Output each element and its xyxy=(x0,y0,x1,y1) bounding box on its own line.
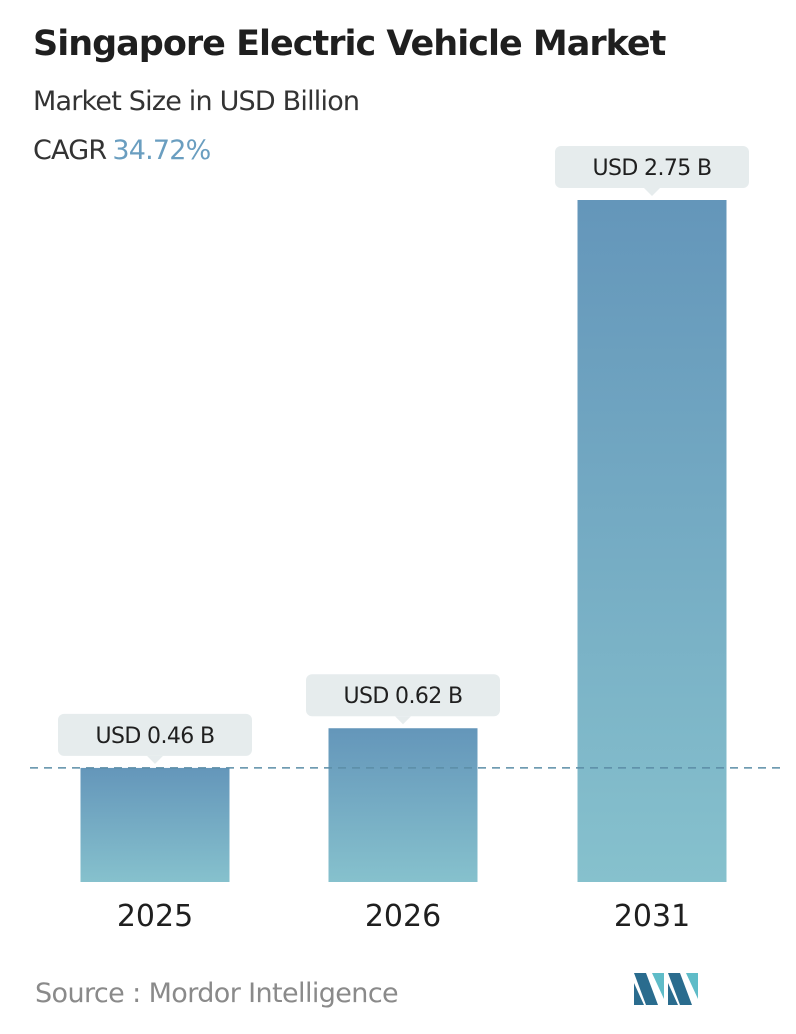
bars-group xyxy=(80,200,727,882)
bar-2025 xyxy=(80,767,230,882)
cagr-value: 34.72% xyxy=(112,135,211,166)
value-label-2025: USD 0.46 B xyxy=(58,713,252,764)
value-label-text: USD 2.75 B xyxy=(592,156,711,181)
source-text: Source : Mordor Intelligence xyxy=(35,978,399,1009)
value-labels-group: USD 0.46 B USD 0.62 B USD 2.75 B xyxy=(58,146,749,764)
bar-2031 xyxy=(577,200,727,882)
bar-2026 xyxy=(328,728,478,882)
x-tick-2031: 2031 xyxy=(614,899,690,934)
value-label-text: USD 0.46 B xyxy=(95,724,214,749)
value-label-2031: USD 2.75 B xyxy=(555,146,749,196)
chart-subtitle: Market Size in USD Billion xyxy=(33,86,360,117)
x-tick-2026: 2026 xyxy=(365,899,441,934)
value-label-pointer xyxy=(147,755,163,764)
x-tick-2025: 2025 xyxy=(117,899,193,934)
value-label-pointer xyxy=(644,188,660,196)
value-label-text: USD 0.62 B xyxy=(343,684,462,709)
value-label-pointer xyxy=(395,716,411,725)
x-axis-ticks-group: 2025 2026 2031 xyxy=(117,899,690,934)
value-label-box xyxy=(555,146,749,188)
value-label-box xyxy=(58,713,252,756)
chart-title: Singapore Electric Vehicle Market xyxy=(33,24,666,64)
value-label-2026: USD 0.62 B xyxy=(306,674,500,725)
cagr-label: CAGR xyxy=(33,135,107,166)
cagr-line: CAGR 34.72% xyxy=(33,135,211,166)
value-label-box xyxy=(306,674,500,717)
mordor-intelligence-logo-icon xyxy=(634,973,698,1005)
